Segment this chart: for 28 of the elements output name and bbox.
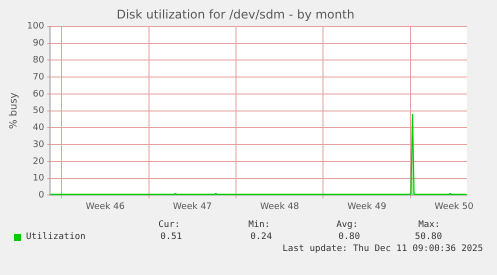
y-tick-label: 30: [32, 140, 44, 150]
y-axis-title: % busy: [8, 92, 20, 130]
text: 0.51: [160, 232, 182, 242]
x-tick-label: Week 49: [347, 202, 387, 212]
x-tick-label: Week 48: [260, 202, 300, 212]
y-tick-label: 10: [32, 174, 44, 184]
text: Cur:: [158, 220, 180, 230]
y-tick-label: 50: [32, 106, 44, 116]
text: Min:: [248, 220, 270, 230]
text: 0.24: [250, 232, 272, 242]
y-tick-label: 20: [32, 156, 44, 167]
y-tick-label: 80: [32, 56, 44, 66]
y-tick-label: 40: [32, 123, 44, 134]
text: 0.80: [338, 232, 360, 242]
chart-title: Disk utilization for /dev/sdm - by month: [116, 7, 354, 22]
x-tick-label: Week 50: [434, 202, 474, 212]
y-tick-label: 0: [38, 190, 44, 201]
x-tick-label: Week 47: [172, 202, 212, 212]
text: 50.80: [414, 232, 442, 242]
y-tick-label: 100: [26, 22, 44, 32]
y-tick-label: 60: [32, 89, 44, 100]
text: Avg:: [336, 220, 358, 230]
text: Last update: Thu Dec 11 09:00:36 2025: [282, 244, 483, 254]
text: Max:: [418, 220, 440, 230]
legend-label: Utilization: [26, 232, 86, 242]
y-tick-label: 90: [32, 38, 44, 49]
x-tick-label: Week 46: [86, 202, 125, 212]
y-tick-label: 70: [32, 72, 44, 82]
